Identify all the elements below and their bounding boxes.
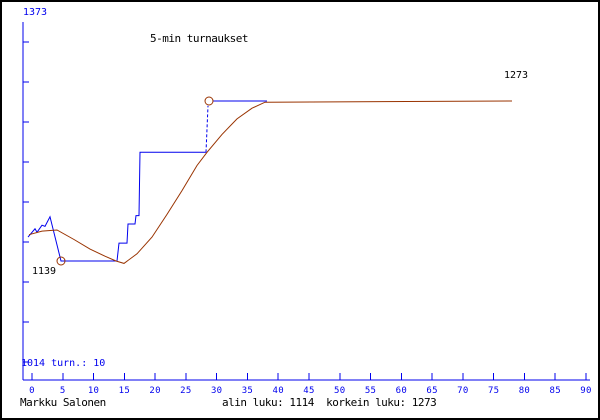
x-axis-tick-label: 60 [395,386,408,396]
y-axis-max-label: 1373 [23,7,48,18]
x-axis-tick-label: 40 [272,386,284,396]
series-line-rating-per-tournament [205,105,209,153]
series-line-rating-per-tournament [27,151,206,262]
x-axis-tick-label: 85 [549,386,561,396]
x-axis-tick-label: 20 [149,386,161,396]
x-axis-tick-label: 35 [241,386,254,396]
x-axis-tick-label: 30 [210,386,223,396]
x-axis-tick-label: 10 [87,386,100,396]
x-axis-tick-label: 5 [59,386,66,396]
x-axis-tick-label: 0 [29,386,35,396]
marker-circle [56,256,66,266]
player-name: Markku Salonen [20,396,106,409]
min-rating-label: 1139 [32,266,57,277]
x-axis-tick-label: 55 [364,386,377,396]
x-axis-tick-label: 80 [518,386,531,396]
x-axis-tick-label: 25 [180,386,192,396]
x-axis-tick-label: 75 [487,386,500,396]
x-axis-tick-label: 70 [457,386,469,396]
stats-line: alin luku: 1114 korkein luku: 1273 [222,396,437,409]
max-rating-label: 1273 [504,70,529,81]
chart-title: 5-min turnaukset [150,32,248,45]
x-axis-tick-label: 90 [580,386,592,396]
marker-circle [204,96,214,106]
x-axis-tick-label: 65 [426,386,438,396]
x-axis-tick-label: 45 [303,386,315,396]
x-axis-tick-label: 15 [118,386,131,396]
x-axis-tick-label: 50 [334,386,346,396]
y-axis-min-info-label: 1014 turn.: 10 [21,358,106,369]
series-line-rating-trend [28,100,513,264]
